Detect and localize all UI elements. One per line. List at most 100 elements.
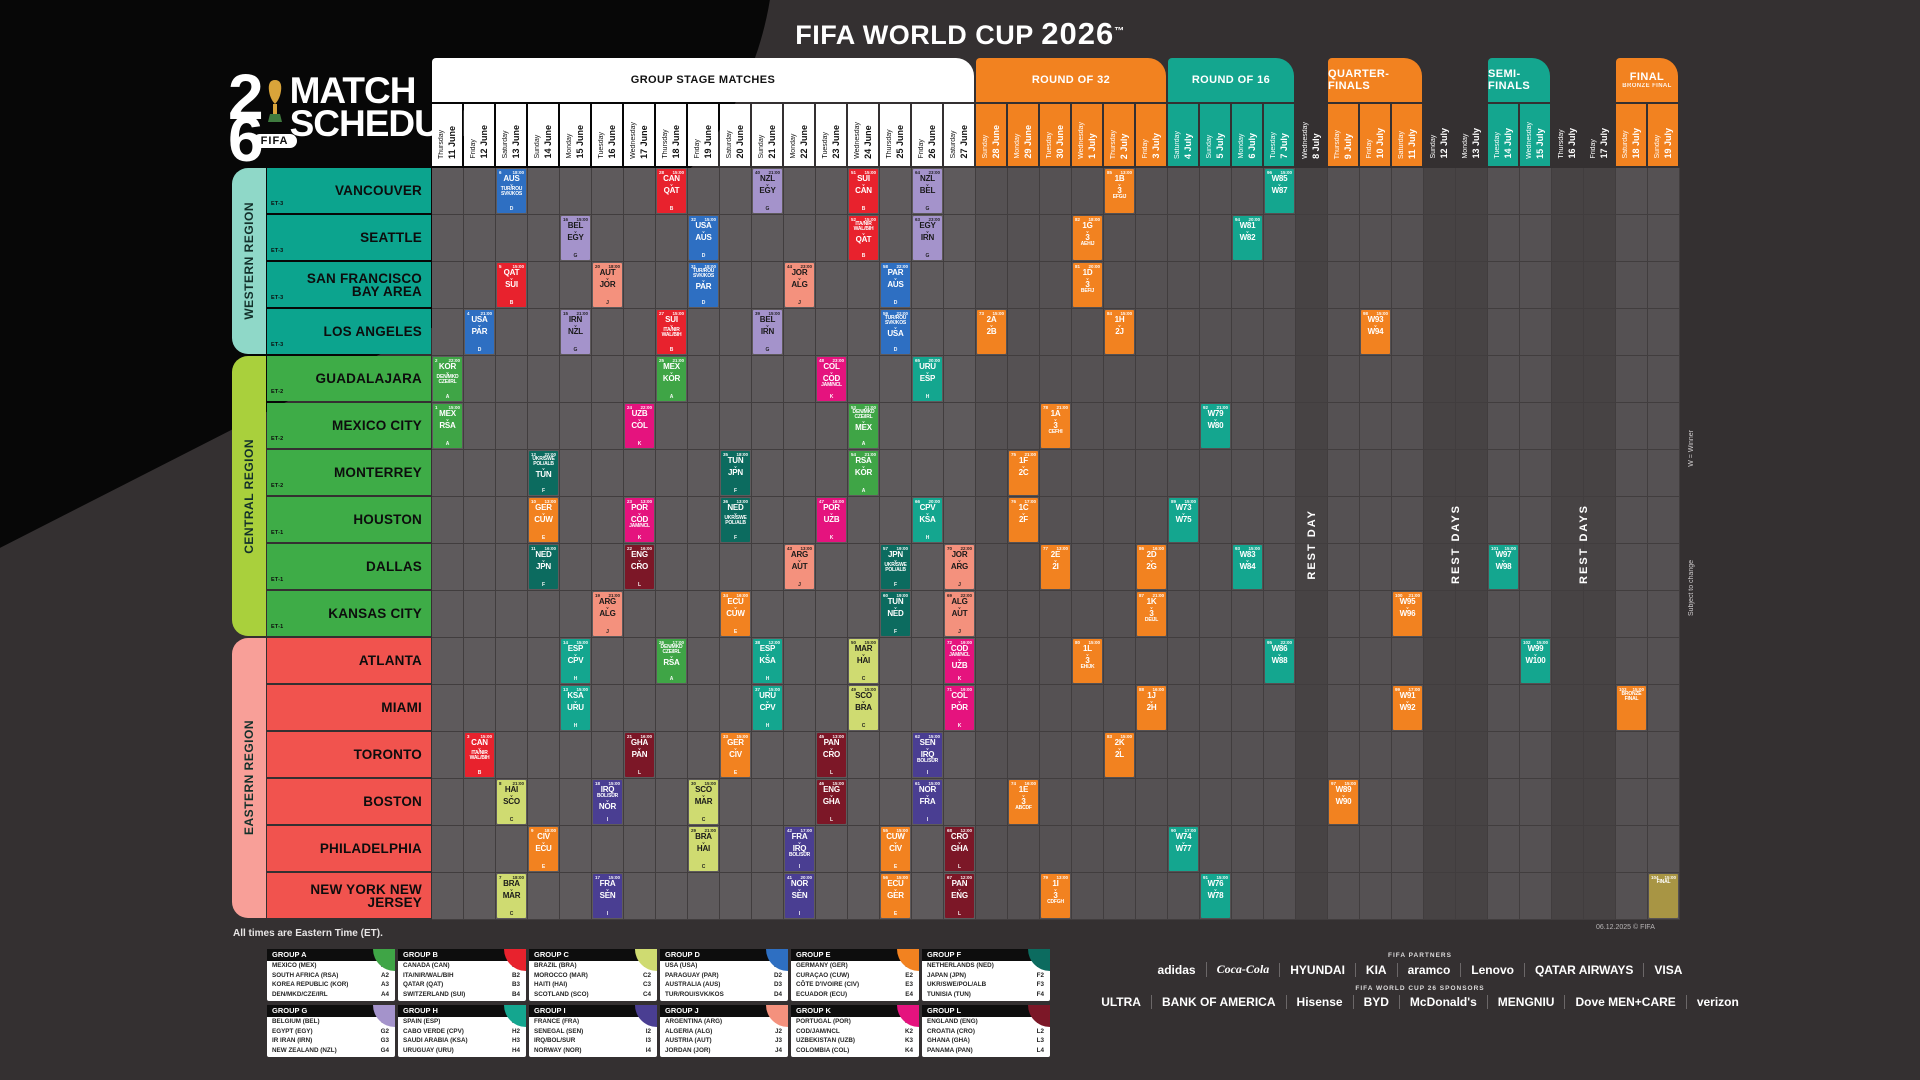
match-number: 91 [1203,875,1209,880]
legend-team-row: BRAZIL (BRA)C1 [529,961,657,971]
match-time: 21:00 [864,405,876,410]
match-time: 23:00 [928,170,940,175]
match-number: 64 [915,170,921,175]
grid-cell [1200,309,1231,355]
date-number: 21 June [767,125,777,159]
grid-cell [1008,732,1039,778]
city-timezone: ET-1 [271,530,284,536]
match-time: 12:00 [768,640,780,645]
legend-team-row: CURAÇAO (CUW) E2 [791,971,919,981]
match-cell: 19 21:00 ARG v ALG J [593,592,622,636]
date-header-text: Sunday 19 July [1653,128,1673,163]
team-away: JPN [536,562,551,571]
match-cell: 33 15:00 GER v CIV E [721,733,750,777]
legend-team-row: AUSTRIA (AUT) J3 [660,1036,788,1046]
match-meta: 100 21:00 [1393,592,1422,598]
match-group-letter: I [606,911,609,917]
match-cell: 37 15:00 URU v CPV H [753,686,782,730]
match-cell: 95 22:00 W86 v W88 [1265,639,1294,683]
grid-cell [1072,591,1103,637]
match-number: 60 [883,593,889,598]
grid-cell [976,779,1007,825]
grid-cell [1360,262,1391,308]
match-meta: 14 15:00 [561,639,590,645]
date-day: Thursday [1558,129,1565,159]
team-home: W81 [1239,221,1256,230]
rest-label-text: REST DAYS [1450,504,1462,584]
match-cell: 74 16:00 1E v 3 ABCDF [1009,780,1038,824]
grid-cell [1424,591,1455,637]
grid-cell [1424,685,1455,731]
grid-cell [560,450,591,496]
city-label: PHILADELPHIA [319,841,422,856]
grid-cell [432,497,463,543]
sponsor-logo: BANK OF AMERICA [1150,995,1286,1009]
city-timezone: ET-2 [271,389,284,395]
grid-cell [976,638,1007,684]
grid-cell [1392,403,1423,449]
versus-label: v [574,323,577,328]
match-time: 17:00 [800,828,812,833]
match-group-letter: G [573,253,578,259]
grid-cell [976,826,1007,872]
date-header-text: Wednesday 17 June [629,122,649,163]
team-away: COL [631,421,648,430]
legend-group-header: GROUP J [660,1005,788,1027]
grid-cell [1360,450,1391,496]
grid-cell [1200,638,1231,684]
match-number: 13 [563,687,569,692]
date-number: 2 July [1119,133,1129,159]
grid-cell [1008,356,1039,402]
grid-cell [944,168,975,214]
team-away: 3 [1085,233,1090,242]
match-time: 15:00 [992,311,1004,316]
versus-label: v [958,657,961,662]
match-number: 16 [563,217,569,222]
grid-cell [464,779,495,825]
grid-cell [1072,168,1103,214]
versus-label: v [894,887,897,892]
grid-cell [656,215,687,261]
match-group-letter: L [957,911,962,917]
legend-team-name: ITA/NIR/WAL/BIH [403,971,454,979]
grid-cell [912,309,943,355]
match-number: 70 [947,546,953,551]
grid-cell [720,779,751,825]
grid-cell [1168,309,1199,355]
match-time: 21:00 [704,828,716,833]
match-group-letter: D [509,206,514,212]
legend-team-row: NEW ZEALAND (NZL) G4 [267,1046,395,1056]
match-number: 80 [1075,640,1081,645]
date-header: Sunday 19 July [1648,104,1678,166]
team-away: DEN/MKD [436,374,459,380]
date-day: Tuesday [822,132,829,159]
grid-cell [624,685,655,731]
grid-cell [1072,544,1103,590]
team-home: NED [727,503,744,512]
match-time: 13:00 [640,499,652,504]
team-home: W79 [1207,409,1224,418]
grid-cell [1616,215,1647,261]
match-number: 28 [659,170,665,175]
team-home: NOR [790,879,809,888]
team-away: 2B [986,327,997,336]
team-home: 1E [1018,785,1029,794]
grid-cell [688,497,719,543]
grid-cell [816,450,847,496]
date-number: 15 July [1535,128,1545,159]
legend-group-header: GROUP K [791,1005,919,1027]
grid-cell [592,356,623,402]
match-number: 30 [691,781,697,786]
date-header-text: Tuesday 14 July [1493,128,1513,163]
grid-cell [1648,403,1679,449]
grid-cell [1072,309,1103,355]
grid-cell [976,262,1007,308]
grid-cell [1072,356,1103,402]
match-meta: 78 21:00 [1041,404,1070,410]
grid-cell [1648,638,1679,684]
versus-label: v [478,746,481,751]
grid-cell [1520,779,1551,825]
legend-team-name: BELGIUM (BEL) [272,1018,320,1025]
date-header: Sunday 14 June [528,104,558,166]
